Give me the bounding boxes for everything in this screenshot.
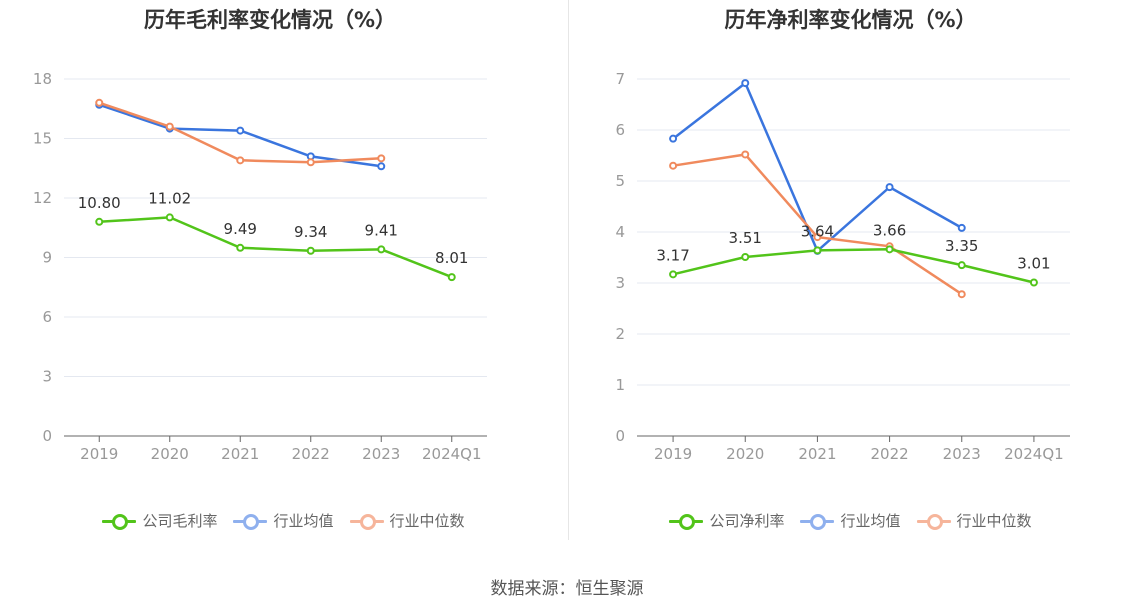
y-tick-label: 3 bbox=[615, 274, 625, 292]
x-tick-label: 2022 bbox=[292, 445, 330, 463]
legend-swatch bbox=[800, 513, 835, 530]
data-point bbox=[669, 134, 678, 143]
net-margin-legend: 公司净利率 行业均值 行业中位数 bbox=[567, 510, 1134, 531]
x-tick-label: 2020 bbox=[726, 445, 764, 463]
data-point bbox=[957, 261, 966, 270]
x-tick-label: 2019 bbox=[80, 445, 118, 463]
data-label: 8.01 bbox=[435, 249, 468, 267]
y-tick-label: 6 bbox=[615, 121, 625, 139]
legend-swatch bbox=[102, 513, 137, 530]
data-point bbox=[813, 246, 822, 255]
data-point bbox=[236, 243, 245, 252]
data-point bbox=[813, 233, 822, 242]
data-point bbox=[957, 223, 966, 232]
y-tick-label: 6 bbox=[42, 308, 52, 326]
legend-label: 行业中位数 bbox=[389, 512, 465, 530]
data-source: 数据来源：恒生聚源 bbox=[490, 579, 644, 599]
data-point bbox=[669, 161, 678, 170]
x-tick-label: 2023 bbox=[362, 445, 400, 463]
series-line bbox=[99, 216, 453, 279]
data-point bbox=[306, 246, 315, 255]
data-point bbox=[165, 213, 174, 222]
data-point bbox=[885, 183, 894, 192]
data-point bbox=[377, 162, 386, 171]
y-tick-label: 3 bbox=[42, 368, 52, 386]
data-point bbox=[236, 156, 245, 165]
legend-swatch bbox=[349, 513, 384, 530]
data-point bbox=[95, 217, 104, 226]
legend-label: 行业均值 bbox=[273, 512, 334, 530]
y-tick-label: 0 bbox=[42, 427, 52, 445]
data-point bbox=[669, 270, 678, 279]
y-tick-label: 4 bbox=[615, 223, 625, 241]
x-tick-label: 2021 bbox=[798, 445, 836, 463]
legend-label: 行业中位数 bbox=[956, 512, 1032, 530]
legend-item[interactable]: 公司净利率 bbox=[669, 510, 784, 531]
data-point bbox=[741, 150, 750, 159]
data-point bbox=[741, 252, 750, 261]
net-margin-chart: 历年净利率变化情况（%） 0 1 2 3 4 5 6 7 2019 2020 2021 2022 202… bbox=[567, 0, 1134, 560]
legend-swatch bbox=[669, 513, 704, 530]
y-tick-label: 5 bbox=[615, 172, 625, 190]
x-tick-label: 2024Q1 bbox=[422, 445, 482, 463]
legend-label: 公司净利率 bbox=[709, 512, 785, 530]
data-label: 9.34 bbox=[294, 223, 327, 241]
legend-swatch bbox=[233, 513, 268, 530]
data-label: 3.17 bbox=[656, 246, 689, 264]
data-label: 11.02 bbox=[148, 189, 191, 207]
data-label: 3.66 bbox=[873, 221, 906, 239]
x-tick-label: 2023 bbox=[943, 445, 981, 463]
y-tick-label: 18 bbox=[33, 70, 52, 88]
y-tick-label: 7 bbox=[615, 70, 625, 88]
legend-item[interactable]: 行业中位数 bbox=[349, 510, 465, 531]
net-margin-chart-title: 历年净利率变化情况（%） bbox=[724, 8, 977, 32]
data-point bbox=[957, 290, 966, 299]
x-tick-label: 2019 bbox=[654, 445, 692, 463]
data-label: 9.49 bbox=[224, 220, 257, 238]
legend-item[interactable]: 行业均值 bbox=[233, 510, 334, 531]
legend-item[interactable]: 行业均值 bbox=[800, 510, 901, 531]
data-label: 3.01 bbox=[1017, 254, 1050, 272]
panel-divider bbox=[568, 0, 569, 540]
data-point bbox=[377, 154, 386, 163]
y-tick-label: 0 bbox=[615, 427, 625, 445]
gross-margin-chart-title: 历年毛利率变化情况（%） bbox=[143, 8, 397, 32]
net-margin-plot: 0 1 2 3 4 5 6 7 2019 2020 2021 2022 2023 2024Q1 3.17 3.… bbox=[615, 70, 1070, 463]
x-tick-label: 2024Q1 bbox=[1004, 445, 1064, 463]
y-tick-label: 9 bbox=[42, 249, 52, 267]
y-tick-label: 1 bbox=[615, 376, 625, 394]
data-point bbox=[447, 273, 456, 282]
data-point bbox=[236, 126, 245, 135]
data-point bbox=[1029, 278, 1038, 287]
data-label: 3.51 bbox=[729, 229, 762, 247]
data-point bbox=[377, 245, 386, 254]
legend-label: 行业均值 bbox=[840, 512, 901, 530]
series-line bbox=[672, 248, 1035, 284]
data-point bbox=[741, 79, 750, 88]
data-point bbox=[95, 98, 104, 107]
x-tick-label: 2020 bbox=[151, 445, 189, 463]
gross-margin-plot: 0 3 6 9 12 15 18 2019 2020 2021 2022 2023 2024Q1 10.8… bbox=[33, 70, 487, 463]
data-label: 9.41 bbox=[365, 221, 398, 239]
gross-margin-legend: 公司毛利率 行业均值 行业中位数 bbox=[0, 510, 567, 531]
y-tick-label: 15 bbox=[33, 130, 52, 148]
legend-label: 公司毛利率 bbox=[142, 512, 218, 530]
data-point bbox=[165, 122, 174, 131]
data-point bbox=[885, 245, 894, 254]
y-tick-label: 2 bbox=[615, 325, 625, 343]
data-label: 3.64 bbox=[801, 222, 834, 240]
legend-swatch bbox=[916, 513, 951, 530]
legend-item[interactable]: 公司毛利率 bbox=[102, 510, 217, 531]
x-tick-label: 2021 bbox=[221, 445, 259, 463]
data-label: 3.35 bbox=[945, 237, 978, 255]
x-tick-label: 2022 bbox=[870, 445, 908, 463]
data-label: 10.80 bbox=[78, 194, 121, 212]
y-tick-label: 12 bbox=[33, 189, 52, 207]
gross-margin-chart: 历年毛利率变化情况（%） 0 3 6 9 12 15 18 2019 2020 2021 2022 2… bbox=[0, 0, 567, 560]
data-point bbox=[306, 158, 315, 167]
legend-item[interactable]: 行业中位数 bbox=[916, 510, 1032, 531]
